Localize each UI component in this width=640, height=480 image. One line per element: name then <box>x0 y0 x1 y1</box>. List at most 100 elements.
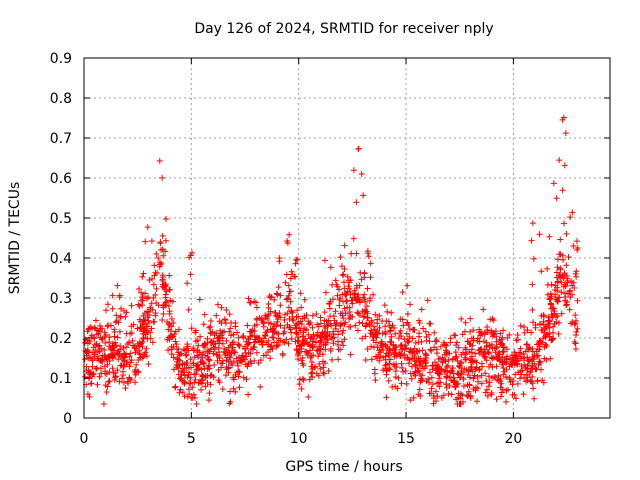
data-point <box>426 379 433 386</box>
data-point <box>244 341 251 348</box>
data-point <box>418 306 425 313</box>
data-point <box>339 291 346 298</box>
data-point <box>519 367 526 374</box>
data-point <box>84 348 91 355</box>
data-point <box>501 358 508 365</box>
data-point <box>481 330 488 337</box>
data-point <box>452 384 459 391</box>
data-point <box>370 291 377 298</box>
data-point <box>328 333 335 340</box>
data-point <box>374 327 381 334</box>
data-point <box>104 323 111 330</box>
data-point <box>561 162 568 169</box>
data-point <box>378 346 385 353</box>
data-point <box>138 289 145 296</box>
data-point <box>385 377 392 384</box>
data-point <box>322 289 329 296</box>
data-point <box>348 250 355 257</box>
data-point <box>374 344 381 351</box>
data-point <box>340 327 347 334</box>
data-point <box>210 338 217 345</box>
data-point <box>140 270 147 277</box>
data-point <box>524 327 531 334</box>
data-point <box>480 353 487 360</box>
data-point <box>200 361 207 368</box>
data-point <box>296 376 303 383</box>
data-point <box>112 319 119 326</box>
data-point <box>191 354 198 361</box>
data-point <box>572 270 579 277</box>
data-point <box>402 367 409 374</box>
data-point <box>341 242 348 249</box>
data-point <box>93 365 100 372</box>
data-point <box>465 371 472 378</box>
data-point <box>373 334 380 341</box>
data-point <box>104 301 111 308</box>
data-point <box>248 328 255 335</box>
data-point <box>227 388 234 395</box>
data-point <box>287 298 294 305</box>
data-point <box>153 285 160 292</box>
data-point <box>545 314 552 321</box>
data-point <box>320 369 327 376</box>
data-point <box>86 393 93 400</box>
data-point <box>152 312 159 319</box>
data-point <box>442 347 449 354</box>
data-point <box>101 346 108 353</box>
data-point <box>133 361 140 368</box>
data-point <box>455 344 462 351</box>
data-point <box>387 356 394 363</box>
data-point <box>416 330 423 337</box>
chart-title: Day 126 of 2024, SRMTID for receiver npl… <box>194 21 493 37</box>
data-point <box>484 327 491 334</box>
data-point <box>365 253 372 260</box>
data-point <box>460 376 467 383</box>
data-point <box>427 346 434 353</box>
data-point <box>356 319 363 326</box>
data-point <box>470 337 477 344</box>
data-point <box>127 350 134 357</box>
data-point <box>546 233 553 240</box>
data-point <box>352 297 359 304</box>
data-point <box>347 351 354 358</box>
data-point <box>563 273 570 280</box>
data-point <box>228 319 235 326</box>
data-point <box>226 328 233 335</box>
data-point <box>180 346 187 353</box>
data-point <box>359 308 366 315</box>
data-point <box>573 317 580 324</box>
data-point <box>132 371 139 378</box>
data-point <box>268 294 275 301</box>
data-point <box>92 317 99 324</box>
data-point <box>314 347 321 354</box>
data-point <box>187 374 194 381</box>
data-point <box>140 353 147 360</box>
data-point <box>204 353 211 360</box>
data-point <box>452 332 459 339</box>
data-point <box>282 279 289 286</box>
data-point <box>354 309 361 316</box>
data-point <box>457 391 464 398</box>
data-point <box>457 401 464 407</box>
data-point <box>219 360 226 367</box>
x-tick-label: 15 <box>397 431 415 447</box>
data-point <box>562 130 569 137</box>
data-point <box>288 329 295 336</box>
data-point <box>556 251 563 258</box>
data-point <box>111 344 118 351</box>
data-point <box>503 373 510 380</box>
data-point <box>96 373 103 380</box>
data-point <box>486 342 493 349</box>
data-point <box>97 365 104 372</box>
data-point <box>498 380 505 387</box>
data-point <box>138 325 145 332</box>
data-point <box>554 264 561 271</box>
data-point <box>358 276 365 283</box>
data-point <box>444 362 451 369</box>
data-point <box>286 231 293 238</box>
data-point <box>285 282 292 289</box>
data-point <box>317 365 324 372</box>
data-point <box>160 304 167 311</box>
data-point <box>540 318 547 325</box>
